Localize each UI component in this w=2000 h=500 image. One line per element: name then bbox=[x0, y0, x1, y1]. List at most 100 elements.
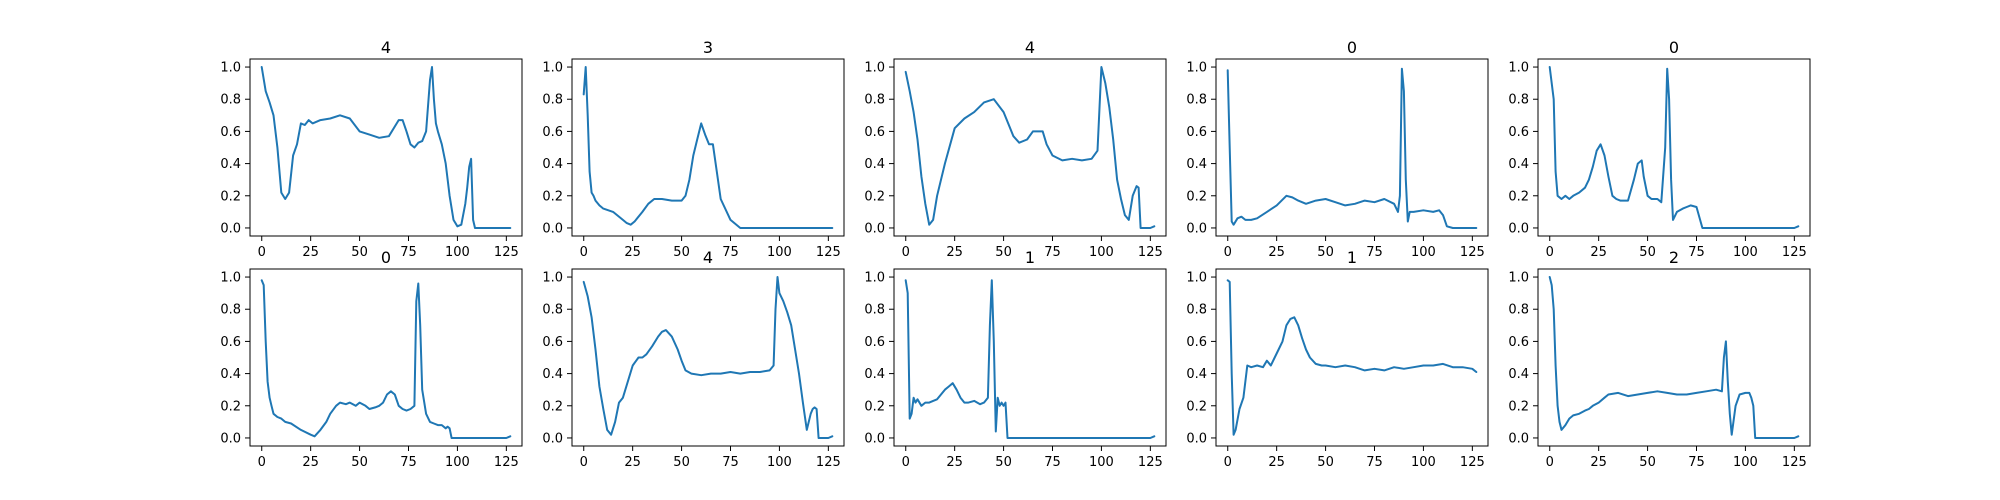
y-tick-label: 0.2 bbox=[1186, 189, 1207, 204]
y-tick-label: 0.2 bbox=[220, 189, 241, 204]
series-line bbox=[904, 279, 1156, 439]
y-tick-label: 0.2 bbox=[542, 189, 563, 204]
x-tick-label: 100 bbox=[1411, 245, 1436, 260]
y-tick-label: 0.2 bbox=[864, 399, 885, 414]
y-tick-label: 0.4 bbox=[1186, 157, 1207, 172]
y-tick-label: 0.6 bbox=[220, 335, 241, 350]
y-tick-label: 0.8 bbox=[542, 303, 563, 318]
x-tick-label: 100 bbox=[445, 245, 470, 260]
y-tick-label: 0.2 bbox=[1508, 399, 1529, 414]
x-tick-label: 50 bbox=[351, 245, 368, 260]
y-tick-label: 0.0 bbox=[220, 221, 241, 236]
y-tick-label: 0.6 bbox=[542, 125, 563, 140]
y-tick-label: 0.2 bbox=[864, 189, 885, 204]
series-line bbox=[1548, 66, 1800, 229]
x-tick-label: 75 bbox=[400, 245, 417, 260]
plot-frame bbox=[893, 268, 1167, 447]
x-tick-label: 100 bbox=[445, 455, 470, 470]
y-tick-label: 0.4 bbox=[542, 157, 563, 172]
x-tick-label: 75 bbox=[722, 245, 739, 260]
y-tick-label: 1.0 bbox=[1508, 271, 1529, 286]
x-tick-label: 125 bbox=[1138, 455, 1163, 470]
series-line bbox=[260, 279, 512, 439]
x-tick-label: 0 bbox=[1546, 245, 1554, 260]
subplot-title: 0 bbox=[1347, 38, 1357, 57]
series-line bbox=[1548, 276, 1800, 439]
x-tick-label: 100 bbox=[1733, 455, 1758, 470]
x-tick-label: 25 bbox=[624, 245, 641, 260]
x-tick-label: 125 bbox=[1138, 245, 1163, 260]
x-tick-label: 100 bbox=[767, 245, 792, 260]
y-tick-label: 0.8 bbox=[542, 93, 563, 108]
x-tick-label: 25 bbox=[1268, 455, 1285, 470]
x-tick-label: 125 bbox=[816, 245, 841, 260]
y-tick-label: 1.0 bbox=[1186, 61, 1207, 76]
y-tick-label: 0.0 bbox=[864, 221, 885, 236]
plot-frame bbox=[893, 58, 1167, 237]
subplot-title: 0 bbox=[381, 248, 391, 267]
y-tick-label: 0.0 bbox=[220, 431, 241, 446]
x-tick-label: 100 bbox=[1089, 245, 1114, 260]
x-tick-label: 75 bbox=[400, 455, 417, 470]
x-tick-label: 125 bbox=[494, 245, 519, 260]
subplot-6: 0 25 50 75 100 125 0.0 0.2 0.4 0.6 0.8 1.0 0 bbox=[220, 248, 523, 470]
x-tick-label: 0 bbox=[1546, 455, 1554, 470]
x-tick-label: 50 bbox=[351, 455, 368, 470]
series-line bbox=[904, 66, 1156, 229]
series-line bbox=[582, 66, 834, 229]
y-tick-label: 1.0 bbox=[1508, 61, 1529, 76]
x-tick-label: 0 bbox=[902, 245, 910, 260]
plot-frame bbox=[1537, 58, 1811, 237]
y-tick-label: 0.6 bbox=[1508, 335, 1529, 350]
y-tick-label: 0.0 bbox=[1508, 431, 1529, 446]
y-tick-label: 0.0 bbox=[1186, 431, 1207, 446]
x-tick-label: 75 bbox=[722, 455, 739, 470]
subplot-title: 0 bbox=[1669, 38, 1679, 57]
x-tick-label: 25 bbox=[302, 455, 319, 470]
x-tick-label: 75 bbox=[1044, 245, 1061, 260]
y-tick-label: 0.8 bbox=[864, 93, 885, 108]
plot-frame bbox=[1215, 268, 1489, 447]
y-tick-label: 1.0 bbox=[542, 61, 563, 76]
x-tick-label: 50 bbox=[995, 245, 1012, 260]
x-tick-label: 50 bbox=[1639, 455, 1656, 470]
x-tick-label: 0 bbox=[580, 245, 588, 260]
x-tick-label: 25 bbox=[946, 455, 963, 470]
y-tick-label: 0.4 bbox=[864, 157, 885, 172]
x-tick-label: 50 bbox=[673, 245, 690, 260]
subplot-7: 0 25 50 75 100 125 0.0 0.2 0.4 0.6 0.8 1.0 4 bbox=[542, 248, 845, 470]
y-tick-label: 0.6 bbox=[864, 125, 885, 140]
x-tick-label: 75 bbox=[1688, 245, 1705, 260]
x-tick-label: 125 bbox=[1782, 245, 1807, 260]
x-tick-label: 125 bbox=[494, 455, 519, 470]
y-tick-label: 0.2 bbox=[542, 399, 563, 414]
y-tick-label: 0.8 bbox=[1508, 93, 1529, 108]
subplot-title: 4 bbox=[381, 38, 391, 57]
y-tick-label: 1.0 bbox=[220, 61, 241, 76]
plot-frame bbox=[249, 268, 523, 447]
y-tick-label: 0.2 bbox=[1508, 189, 1529, 204]
y-tick-label: 0.6 bbox=[542, 335, 563, 350]
y-tick-label: 1.0 bbox=[864, 271, 885, 286]
y-tick-label: 0.6 bbox=[864, 335, 885, 350]
x-tick-label: 75 bbox=[1044, 455, 1061, 470]
x-tick-label: 100 bbox=[1733, 245, 1758, 260]
y-tick-label: 0.0 bbox=[1186, 221, 1207, 236]
y-tick-label: 0.4 bbox=[1186, 367, 1207, 382]
subplot-5: 0 25 50 75 100 125 0.0 0.2 0.4 0.6 0.8 1.0 0 bbox=[1508, 38, 1811, 260]
plot-frame bbox=[571, 268, 845, 447]
x-tick-label: 25 bbox=[946, 245, 963, 260]
y-tick-label: 0.8 bbox=[220, 303, 241, 318]
y-tick-label: 0.4 bbox=[220, 367, 241, 382]
y-tick-label: 0.8 bbox=[220, 93, 241, 108]
plot-frame bbox=[1537, 268, 1811, 447]
y-tick-label: 0.4 bbox=[1508, 157, 1529, 172]
subplot-2: 0 25 50 75 100 125 0.0 0.2 0.4 0.6 0.8 1.0 3 bbox=[542, 38, 845, 260]
subplot-9: 0 25 50 75 100 125 0.0 0.2 0.4 0.6 0.8 1.0 1 bbox=[1186, 248, 1489, 470]
series-line bbox=[582, 276, 834, 439]
y-tick-label: 0.6 bbox=[1508, 125, 1529, 140]
y-tick-label: 0.4 bbox=[542, 367, 563, 382]
x-tick-label: 25 bbox=[302, 245, 319, 260]
subplot-3: 0 25 50 75 100 125 0.0 0.2 0.4 0.6 0.8 1.0 4 bbox=[864, 38, 1167, 260]
